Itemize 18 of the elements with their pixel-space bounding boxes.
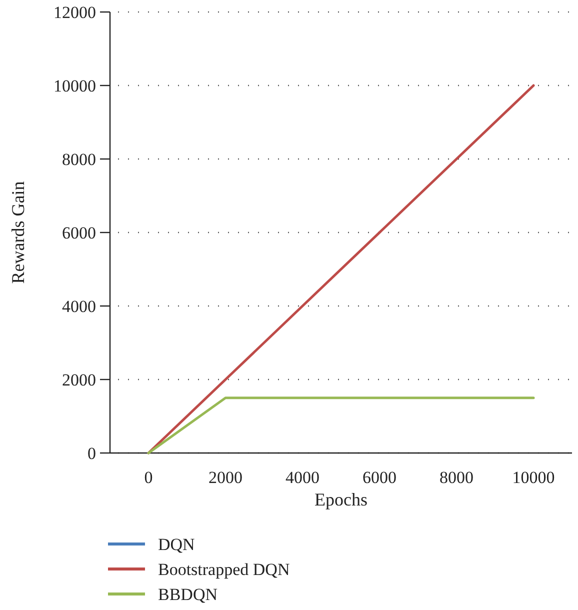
x-tick-label: 4000 (286, 468, 320, 487)
y-tick-label: 8000 (62, 150, 96, 169)
y-tick-label: 2000 (62, 370, 96, 390)
x-tick-label: 8000 (440, 468, 474, 487)
x-tick-label: 10000 (512, 468, 555, 487)
y-tick-label: 10000 (54, 76, 96, 96)
y-tick-label: 0 (88, 444, 96, 463)
legend-label: DQN (158, 534, 195, 554)
x-tick-label: 6000 (362, 468, 396, 487)
x-tick-label: 0 (144, 468, 153, 487)
y-tick-label: 12000 (54, 2, 96, 22)
legend-label: BBDQN (158, 584, 218, 604)
y-axis-title: Rewards Gain (8, 181, 28, 284)
y-tick-label: 4000 (62, 296, 96, 316)
y-tick-label: 6000 (62, 223, 96, 242)
legend-label: Bootstrapped DQN (158, 560, 290, 579)
x-tick-label: 2000 (208, 468, 242, 487)
x-axis-title: Epochs (314, 489, 368, 510)
